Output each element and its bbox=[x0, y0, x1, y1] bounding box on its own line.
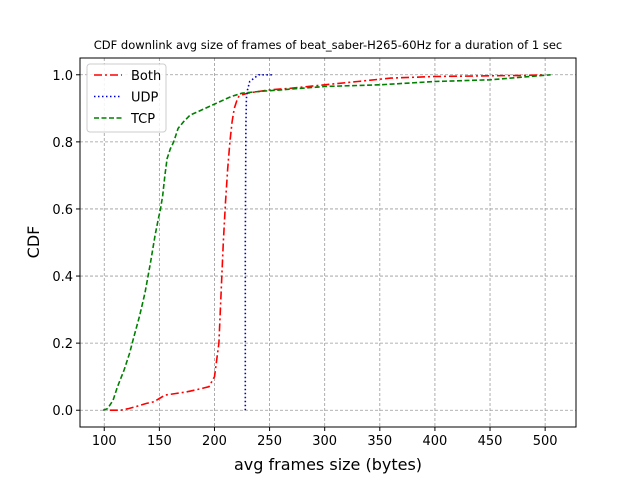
y-tick-label: 1.0 bbox=[52, 69, 73, 84]
y-axis-label: CDF bbox=[24, 226, 43, 259]
x-tick-label: 500 bbox=[533, 434, 558, 449]
plot-frame bbox=[79, 57, 577, 428]
legend-box bbox=[86, 63, 167, 133]
legend-label-tcp: TCP bbox=[130, 112, 155, 127]
chart-title: CDF downlink avg size of frames of beat_… bbox=[94, 38, 562, 52]
legend-label-udp: UDP bbox=[131, 91, 159, 106]
x-tick-label: 300 bbox=[312, 434, 337, 449]
x-tick-label: 400 bbox=[423, 434, 448, 449]
y-tick-label: 0.4 bbox=[52, 270, 73, 285]
y-tick-label: 0.8 bbox=[52, 136, 73, 151]
y-tick-label: 0.0 bbox=[52, 404, 73, 419]
series-lines bbox=[102, 74, 551, 412]
y-axis-ticks: 0.0 0.2 0.4 0.6 0.8 1.0 bbox=[52, 69, 80, 419]
x-tick-label: 450 bbox=[478, 434, 503, 449]
series-line-udp bbox=[244, 74, 272, 411]
y-tick-label: 0.6 bbox=[52, 203, 73, 218]
grid-lines bbox=[80, 58, 576, 427]
x-axis-label: avg frames size (bytes) bbox=[234, 455, 422, 474]
x-tick-label: 200 bbox=[202, 434, 227, 449]
x-tick-label: 150 bbox=[147, 434, 172, 449]
x-tick-label: 350 bbox=[367, 434, 392, 449]
y-tick-label: 0.2 bbox=[52, 337, 73, 352]
x-axis-ticks: 100 150 200 250 300 350 400 450 500 bbox=[92, 427, 558, 449]
x-tick-label: 100 bbox=[92, 434, 117, 449]
series-line-both bbox=[109, 74, 546, 412]
legend-label-both: Both bbox=[131, 69, 161, 84]
series-line-tcp bbox=[102, 74, 551, 411]
x-tick-label: 250 bbox=[257, 434, 282, 449]
legend: Both UDP TCP bbox=[86, 63, 167, 133]
